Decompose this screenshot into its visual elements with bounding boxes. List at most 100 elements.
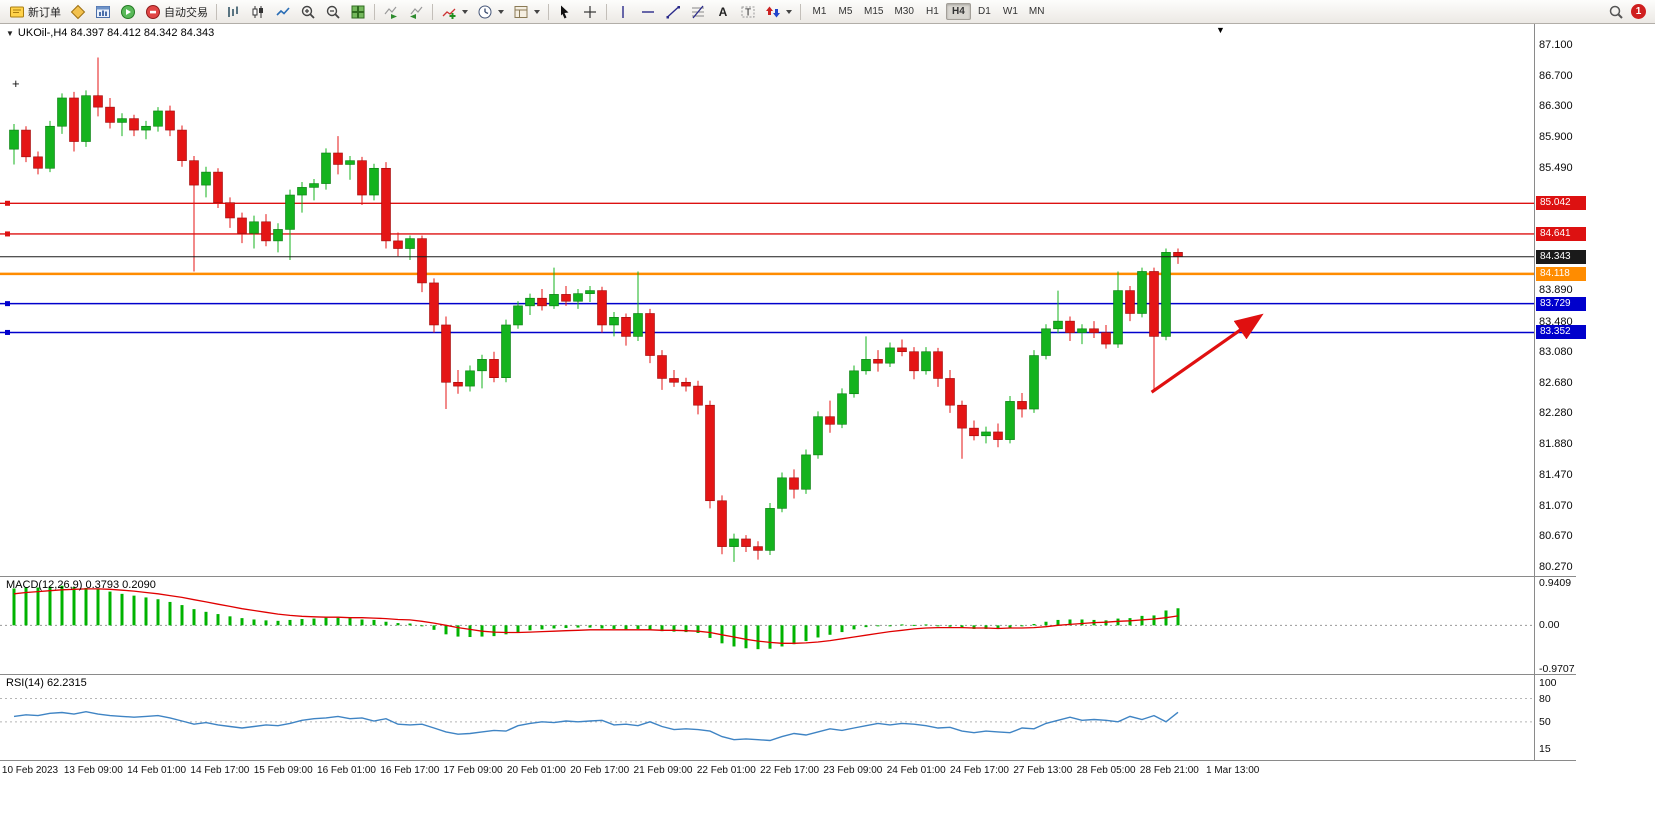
zoom-out-button[interactable] [321,1,345,23]
auto-trading-button[interactable]: 自动交易 [141,1,212,23]
timeframe-m1-button[interactable]: M1 [812,6,827,17]
price-tick-label: 86.300 [1539,100,1573,113]
new-order-button[interactable]: 新订单 [5,1,65,23]
chart-menu-arrow-icon[interactable]: ▼ [6,28,14,38]
candlestick-chart-button[interactable] [246,1,270,23]
time-axis-label: 16 Feb 01:00 [317,765,376,776]
dropdown-arrow-icon[interactable] [534,9,540,14]
new-order-button-label: 新订单 [28,6,61,19]
time-axis-label: 1 Mar 13:00 [1206,765,1260,776]
zoom-in-button[interactable] [296,1,320,23]
rsi-axis-label: 15 [1539,743,1551,755]
clock-icon [477,4,493,20]
hline-icon [640,4,656,20]
panel-separator[interactable] [0,576,1576,577]
timeframe-m15-button[interactable]: M15 [864,6,884,17]
price-tick-label: 80.670 [1539,530,1573,543]
current-price-line-badge: 84.343 [1536,249,1586,264]
arrows-button[interactable] [761,1,796,23]
tile-windows-button[interactable] [346,1,370,23]
price-tick-label: 81.070 [1539,499,1573,512]
crosshair-icon [582,4,598,20]
price-axis[interactable]: 87.100 86.700 86.300 85.900 85.490 83.890 83.4… [1536,24,1654,780]
timeframe-d1-button[interactable]: D1 [978,6,991,17]
toolbar-separator [606,3,607,20]
timeframe-mn-button[interactable]: MN [1028,6,1045,17]
line-chart-button[interactable] [271,1,295,23]
support-line-2-badge: 83.352 [1536,325,1586,340]
timeframe-m5-button[interactable]: M5 [838,6,853,17]
main-toolbar: 新订单 自动交易 A T M1 M5 M15 M30 H1 H4 D1 W1 MN 1 [0,0,1655,24]
price-tick-label: 82.280 [1539,407,1573,420]
price-tick-label: 81.880 [1539,437,1573,450]
rsi-axis-label: 50 [1539,715,1551,728]
label-icon: T [740,4,756,20]
time-axis-label: 24 Feb 17:00 [950,765,1009,776]
timeframe-m30-button[interactable]: M30 [894,6,914,17]
dropdown-arrow-icon[interactable] [498,9,504,14]
templates-button[interactable] [509,1,544,23]
timeframe-group: M1 M5 M15 M30 H1 H4 D1 W1 MN [807,3,1049,20]
chart-shift-button[interactable] [404,1,428,23]
trendline-icon [665,4,681,20]
time-axis[interactable]: 10 Feb 2023 13 Feb 09:00 14 Feb 01:00 14 Fe… [0,761,1576,781]
text-button[interactable]: A [711,1,735,23]
toolbar-separator [548,3,549,20]
panel-separator[interactable] [0,674,1576,675]
periods-button[interactable] [473,1,508,23]
time-axis-label: 28 Feb 05:00 [1076,765,1136,776]
new-chart-button[interactable] [91,1,115,23]
svg-text:T: T [745,7,751,18]
chart-workspace: ▼ UKOil-,H4 84.397 84.412 84.342 84.343 … [0,24,1655,826]
bars-icon [225,4,241,20]
main-chart-panel[interactable] [0,24,1534,576]
price-tick-label: 83.890 [1539,284,1573,297]
toolbar-separator [432,3,433,20]
crosshair-button[interactable] [578,1,602,23]
macd-indicator-label: MACD(12,26,9) 0.3793 0.2090 [6,579,156,591]
market-watch-button[interactable] [66,1,90,23]
fibonacci-button[interactable] [686,1,710,23]
time-axis-label: 14 Feb 01:00 [127,765,187,776]
notification-badge[interactable]: 1 [1631,4,1646,19]
auto-trading-icon [145,4,161,20]
macd-axis-label: -0.9707 [1539,663,1575,675]
time-axis-label: 14 Feb 17:00 [190,765,250,776]
cursor-button[interactable] [553,1,577,23]
label-button[interactable]: T [736,1,760,23]
price-tick-label: 85.490 [1539,162,1573,175]
time-axis-label: 22 Feb 17:00 [760,765,820,776]
price-tick-label: 82.680 [1539,376,1573,389]
rsi-axis-label: 100 [1539,677,1557,689]
macd-panel[interactable] [0,577,1534,674]
rsi-indicator-label: RSI(14) 62.2315 [6,677,87,689]
search-icon[interactable] [1608,4,1624,20]
new-chart-icon [95,4,111,20]
indicators-button[interactable] [437,1,472,23]
rsi-panel[interactable] [0,675,1534,760]
timeframe-w1-button[interactable]: W1 [1002,6,1018,17]
navigator-button[interactable] [116,1,140,23]
chart-dropdown-arrow-icon[interactable]: ▼ [1216,25,1225,35]
trendline-button[interactable] [661,1,685,23]
macd-axis-label: 0.00 [1539,619,1560,632]
chart-legend-text: UKOil-,H4 84.397 84.412 84.342 84.343 [17,27,215,39]
timeframe-h4-button[interactable]: H4 [945,3,971,20]
horizontal-line-button[interactable] [636,1,660,23]
time-axis-label: 22 Feb 01:00 [696,765,756,776]
time-axis-label: 10 Feb 2023 [1,765,59,776]
price-tick-label: 80.270 [1539,561,1573,573]
panel-separator [0,760,1576,761]
toolbar-separator [216,3,217,20]
bar-chart-button[interactable] [221,1,245,23]
toolbar-left: 新订单 自动交易 A T [5,1,804,23]
auto-scroll-icon [383,4,399,20]
template-icon [513,4,529,20]
dropdown-arrow-icon[interactable] [786,9,792,14]
navigator-icon [120,4,136,20]
indicators-icon [441,4,457,20]
auto-scroll-button[interactable] [379,1,403,23]
dropdown-arrow-icon[interactable] [462,9,468,14]
vertical-line-button[interactable] [611,1,635,23]
timeframe-h1-button[interactable]: H1 [926,6,939,17]
